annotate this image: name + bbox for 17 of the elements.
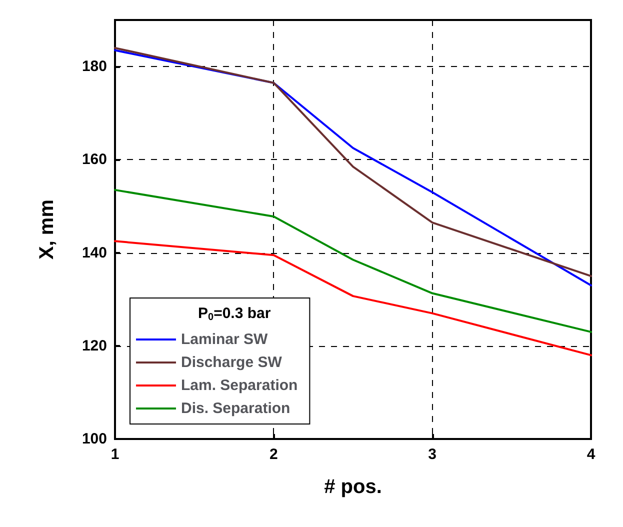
- y-tick-label: 160: [82, 151, 107, 168]
- y-tick-label: 100: [82, 430, 107, 448]
- x-tick-label: 4: [586, 446, 596, 463]
- legend-label: Lam. Separation: [181, 377, 298, 394]
- y-axis-title: X, mm: [36, 199, 58, 260]
- x-tick-label: 2: [269, 446, 278, 463]
- y-tick-label: 180: [82, 58, 107, 76]
- legend-label: Laminar SW: [181, 331, 269, 348]
- y-tick-label: 140: [82, 244, 107, 262]
- y-tick-label: 120: [82, 337, 107, 354]
- x-tick-label: 1: [110, 446, 120, 463]
- legend-label: Dis. Separation: [181, 400, 290, 417]
- line-series: [114, 188, 592, 333]
- line-series: [114, 240, 592, 356]
- x-axis-title: # pos.: [324, 476, 382, 498]
- x-tick-label: 3: [428, 446, 437, 463]
- legend-label: Discharge SW: [181, 354, 283, 371]
